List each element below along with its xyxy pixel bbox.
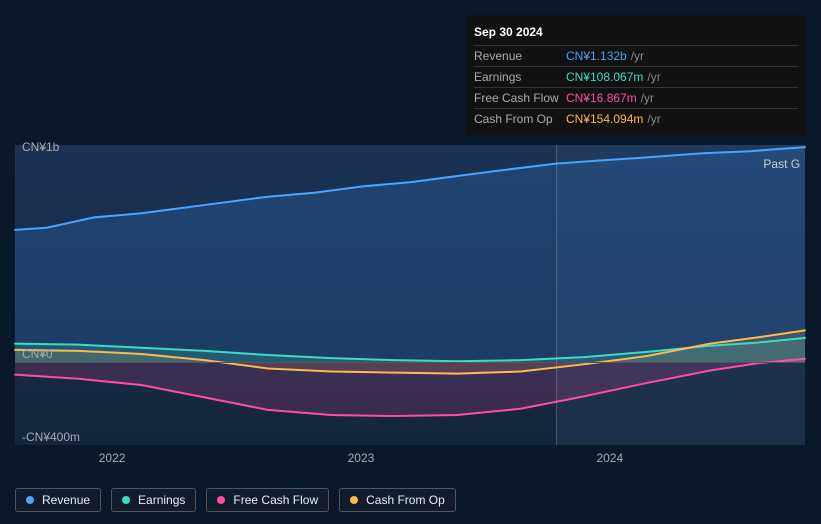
legend-item[interactable]: Earnings (111, 488, 196, 512)
legend-item[interactable]: Revenue (15, 488, 101, 512)
y-axis-label: CN¥0 (22, 347, 53, 361)
tooltip-row: Cash From OpCN¥154.094m/yr (474, 108, 798, 129)
x-axis-label: 2024 (596, 451, 623, 465)
y-axis-label: -CN¥400m (22, 430, 80, 444)
legend-marker (26, 496, 34, 504)
legend-label: Revenue (42, 493, 90, 507)
tooltip-date: Sep 30 2024 (474, 21, 798, 45)
legend-label: Free Cash Flow (233, 493, 318, 507)
x-axis-label: 2023 (348, 451, 375, 465)
tooltip-row-value: CN¥108.067m (566, 70, 643, 84)
tooltip-row-unit: /yr (631, 49, 644, 63)
legend-marker (122, 496, 130, 504)
tooltip-row-value: CN¥1.132b (566, 49, 627, 63)
tooltip-panel: Sep 30 2024 RevenueCN¥1.132b/yrEarningsC… (466, 15, 806, 135)
tooltip-row: RevenueCN¥1.132b/yr (474, 45, 798, 66)
legend: Revenue Earnings Free Cash Flow Cash From O… (15, 488, 456, 512)
legend-marker (217, 496, 225, 504)
tooltip-row-label: Cash From Op (474, 112, 566, 126)
tooltip-row-label: Earnings (474, 70, 566, 84)
legend-item[interactable]: Cash From Op (339, 488, 456, 512)
legend-item[interactable]: Free Cash Flow (206, 488, 329, 512)
tooltip-row: Free Cash FlowCN¥16.867m/yr (474, 87, 798, 108)
tooltip-row-label: Free Cash Flow (474, 91, 566, 105)
y-axis-label: CN¥1b (22, 140, 59, 154)
tooltip-row-value: CN¥154.094m (566, 112, 643, 126)
tooltip-row-label: Revenue (474, 49, 566, 63)
marker-vertical-line (556, 145, 557, 445)
legend-marker (350, 496, 358, 504)
tooltip-row-unit: /yr (641, 91, 654, 105)
legend-label: Earnings (138, 493, 185, 507)
legend-label: Cash From Op (366, 493, 445, 507)
tooltip-row-unit: /yr (647, 112, 660, 126)
past-annotation: Past G (763, 157, 800, 171)
x-axis-label: 2022 (99, 451, 126, 465)
tooltip-row-value: CN¥16.867m (566, 91, 637, 105)
tooltip-row-unit: /yr (647, 70, 660, 84)
baseline (15, 362, 805, 363)
tooltip-row: EarningsCN¥108.067m/yr (474, 66, 798, 87)
